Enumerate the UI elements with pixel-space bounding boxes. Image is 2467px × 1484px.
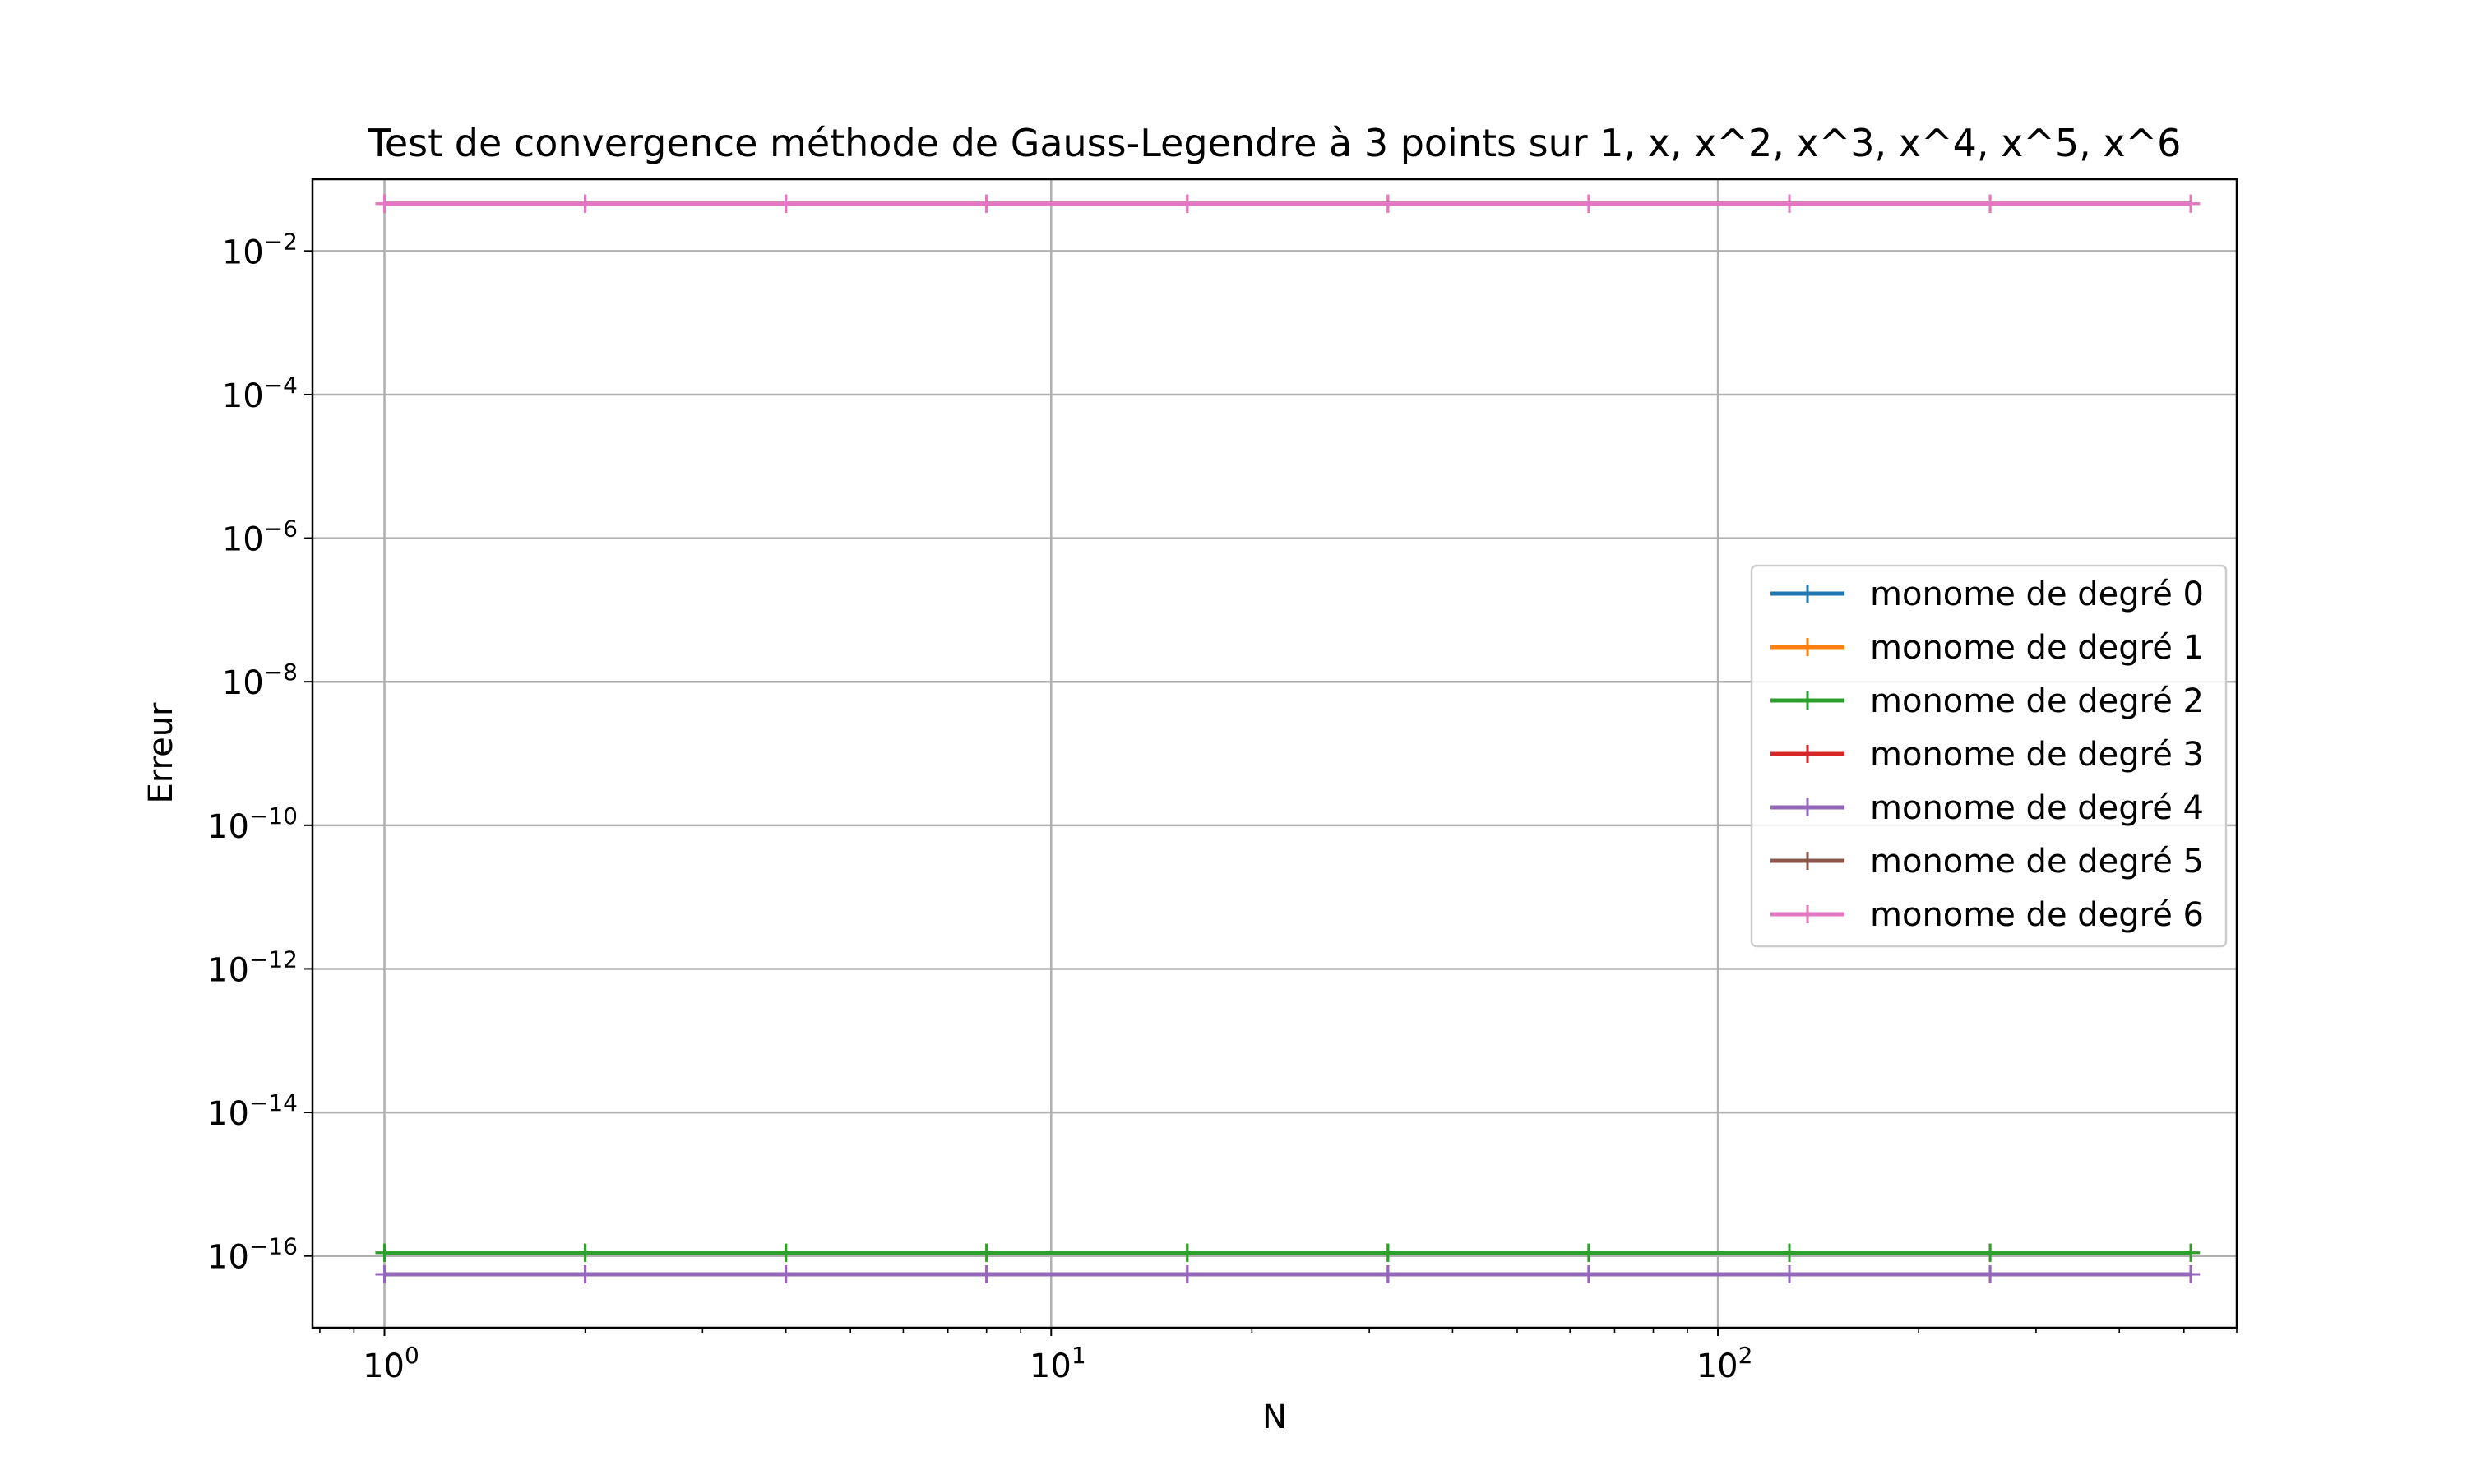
data-point	[576, 1265, 595, 1284]
legend-item: monome de degré 0	[1770, 576, 2204, 613]
data-point	[977, 194, 996, 213]
legend-item: monome de degré 5	[1770, 843, 2204, 881]
x-tick-label: 100	[363, 1342, 419, 1385]
y-tick-label: 10−8	[222, 659, 298, 702]
axis-ticks: 100 101 102 10−2 10−4 10−6 10−8 10−10 10−12 10−14…	[207, 228, 2238, 1385]
series-lines	[375, 194, 2201, 1284]
data-point	[1378, 194, 1397, 213]
data-point	[1981, 1243, 2000, 1262]
data-point	[2182, 194, 2201, 213]
data-point	[1378, 1265, 1397, 1284]
series-monome-de-degr-6	[375, 194, 2201, 213]
plot-frame	[311, 178, 2238, 1329]
y-axis-label: Erreur	[142, 702, 180, 804]
y-tick-label: 10−12	[207, 945, 298, 989]
legend-item: monome de degré 2	[1770, 682, 2204, 720]
legend-label: monome de degré 3	[1870, 736, 2204, 774]
legend-marker	[1798, 691, 1817, 710]
data-point	[1780, 1265, 1798, 1284]
y-tick-label: 10−10	[207, 802, 298, 846]
data-point	[776, 1265, 795, 1284]
x-tick-label: 102	[1696, 1342, 1753, 1385]
legend-marker	[1798, 852, 1817, 870]
data-point	[1378, 1243, 1397, 1262]
data-point	[2182, 1243, 2201, 1262]
data-point	[1780, 194, 1798, 213]
data-point	[576, 1243, 595, 1262]
legend-label: monome de degré 4	[1870, 789, 2204, 827]
legend-marker	[1798, 638, 1817, 656]
legend-label: monome de degré 2	[1870, 682, 2204, 720]
chart-title: Test de convergence méthode de Gauss-Leg…	[368, 121, 2182, 165]
y-tick-label: 10−14	[207, 1089, 298, 1133]
data-point	[776, 1243, 795, 1262]
legend-box	[1750, 564, 2228, 948]
x-axis-label: N	[1262, 1398, 1287, 1436]
data-point	[1579, 194, 1598, 213]
x-tick-label: 101	[1030, 1342, 1086, 1385]
data-point	[1981, 1265, 2000, 1284]
legend-marker	[1798, 585, 1817, 603]
data-point	[1780, 1243, 1798, 1262]
legend-label: monome de degré 6	[1870, 896, 2204, 934]
data-point	[375, 194, 394, 213]
legend-item: monome de degré 6	[1770, 896, 2204, 934]
data-point	[776, 194, 795, 213]
legend-item: monome de degré 1	[1770, 629, 2204, 667]
legend-label: monome de degré 5	[1870, 843, 2204, 881]
legend-label: monome de degré 0	[1870, 576, 2204, 613]
y-tick-label: 10−4	[222, 372, 298, 415]
legend-marker	[1798, 745, 1817, 763]
data-point	[977, 1243, 996, 1262]
legend-label: monome de degré 1	[1870, 629, 2204, 667]
legend-item: monome de degré 3	[1770, 736, 2204, 774]
data-point	[1178, 194, 1196, 213]
series-monome-de-degr-4	[375, 1265, 2201, 1284]
data-point	[375, 1265, 394, 1284]
data-point	[977, 1265, 996, 1284]
legend-marker	[1798, 905, 1817, 923]
data-point	[2182, 1265, 2201, 1284]
data-point	[1178, 1265, 1196, 1284]
series-monome-de-degr-2	[375, 1243, 2201, 1262]
data-point	[375, 1243, 394, 1262]
legend-item: monome de degré 4	[1770, 789, 2204, 827]
y-tick-label: 10−2	[222, 228, 298, 271]
y-tick-label: 10−16	[207, 1233, 298, 1277]
data-point	[1579, 1243, 1598, 1262]
data-point	[576, 194, 595, 213]
y-tick-label: 10−6	[222, 515, 298, 559]
legend: monome de degré 0 monome de degré 1 monome…	[1750, 564, 2228, 948]
data-point	[1579, 1265, 1598, 1284]
data-point	[1178, 1243, 1196, 1262]
legend-marker	[1798, 798, 1817, 816]
data-point	[1981, 194, 2000, 213]
